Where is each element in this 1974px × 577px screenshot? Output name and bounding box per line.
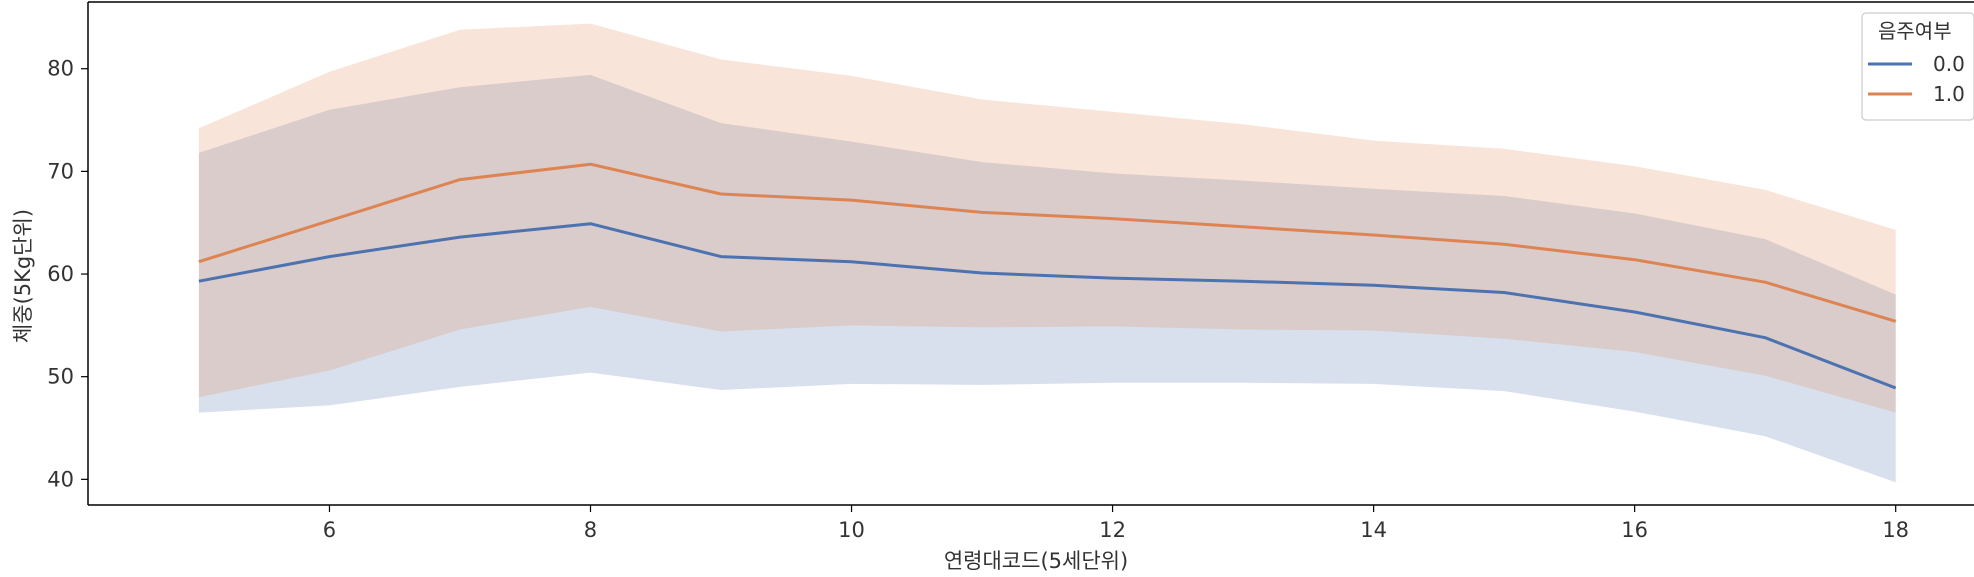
series-lines	[198, 162, 1897, 390]
confidence-band-0.0	[198, 74, 1896, 483]
x-tick-label: 12	[1099, 518, 1126, 542]
series-line-1.0	[198, 162, 1897, 323]
axes: 6 8 10 12 14 16 18 40 50 60 70 80	[47, 1, 1974, 542]
confidence-band-1.0	[198, 23, 1896, 413]
x-tick-label: 16	[1621, 518, 1648, 542]
x-axis-title: 연령대코드(5세단위)	[944, 549, 1128, 573]
y-tick-label: 50	[47, 365, 74, 389]
y-tick-label: 60	[47, 262, 74, 286]
y-tick-label: 40	[47, 467, 74, 491]
legend-label-0.0: 0.0	[1933, 52, 1965, 76]
legend-title: 음주여부	[1878, 19, 1952, 43]
x-tick-label: 18	[1882, 518, 1909, 542]
legend-label-1.0: 1.0	[1933, 82, 1965, 106]
x-tick-label: 10	[838, 518, 865, 542]
x-tick-label: 8	[584, 518, 597, 542]
x-tick-label: 6	[323, 518, 336, 542]
confidence-bands	[198, 23, 1896, 483]
x-tick-label: 14	[1360, 518, 1387, 542]
y-tick-label: 70	[47, 159, 74, 183]
y-axis-title: 체중(5Kg단위)	[11, 209, 35, 343]
series-line-0.0	[198, 222, 1897, 390]
legend: 음주여부 0.0 1.0	[1861, 12, 1974, 121]
y-tick-label: 80	[47, 57, 74, 81]
